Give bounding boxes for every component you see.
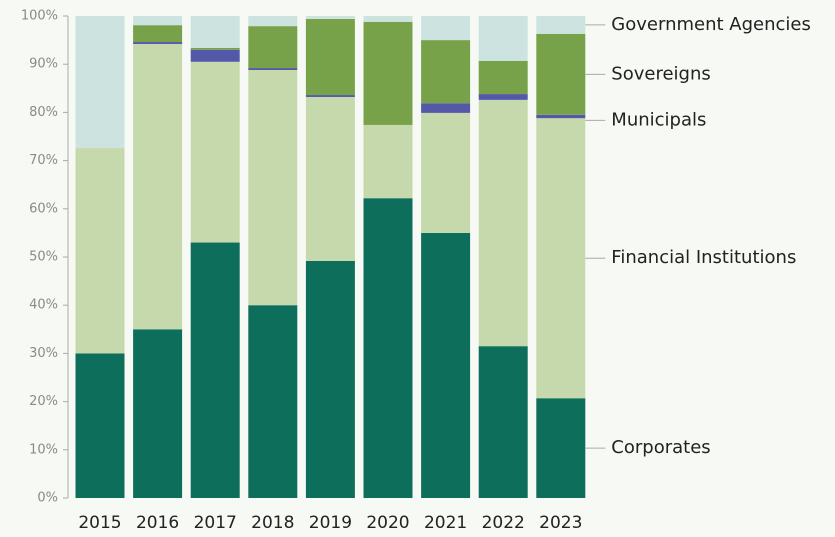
bar-segment xyxy=(133,25,183,43)
bar-segment xyxy=(248,305,298,498)
bar-segment xyxy=(133,43,183,330)
bar-segment xyxy=(363,21,413,125)
x-tick-label: 2020 xyxy=(366,513,409,533)
y-tick-label: 30% xyxy=(29,346,58,361)
y-tick-label: 0% xyxy=(37,491,58,506)
bar-segment xyxy=(305,96,355,261)
bar-segment xyxy=(536,398,586,498)
y-tick-label: 50% xyxy=(29,250,58,265)
legend-label: Municipals xyxy=(611,109,706,130)
x-tick-label: 2019 xyxy=(309,513,352,533)
y-tick-label: 60% xyxy=(29,201,58,216)
bar-segment xyxy=(478,99,528,347)
x-tick-label: 2022 xyxy=(482,513,525,533)
bar-segment xyxy=(478,16,528,61)
bar-segment xyxy=(363,124,413,199)
bar-segment xyxy=(536,118,586,399)
bar-segment xyxy=(248,68,298,70)
x-tick-label: 2015 xyxy=(78,513,121,533)
bar-segment xyxy=(190,16,240,48)
x-tick-label: 2021 xyxy=(424,513,467,533)
bar-segment xyxy=(248,26,298,69)
bar-segment xyxy=(190,47,240,50)
bar-segment xyxy=(421,16,471,41)
bar-segment xyxy=(133,42,183,44)
bar-segment xyxy=(536,16,586,34)
bar-segment xyxy=(421,112,471,233)
bar-segment xyxy=(248,69,298,306)
bar-segment xyxy=(305,16,355,19)
bar-segment xyxy=(190,242,240,498)
bar-segment xyxy=(75,16,125,149)
legend-label: Corporates xyxy=(611,437,710,458)
bar-segment xyxy=(305,95,355,97)
bar-segment xyxy=(133,16,183,26)
bar-segment xyxy=(133,329,183,498)
bar-segment xyxy=(421,232,471,498)
bar-segment xyxy=(478,94,528,100)
bar-segment xyxy=(536,114,586,119)
y-tick-label: 20% xyxy=(29,394,58,409)
legend-label: Government Agencies xyxy=(611,14,811,35)
y-tick-label: 70% xyxy=(29,153,58,168)
bar-segment xyxy=(190,49,240,62)
x-tick-label: 2016 xyxy=(136,513,179,533)
y-tick-label: 90% xyxy=(29,57,58,72)
bar-segment xyxy=(478,60,528,95)
bar-segment xyxy=(190,61,240,243)
bar-segment xyxy=(305,260,355,498)
legend-label: Sovereigns xyxy=(611,63,710,84)
x-tick-label: 2017 xyxy=(194,513,237,533)
bar-segment xyxy=(363,198,413,499)
bar-segment xyxy=(421,103,471,113)
bar-segment xyxy=(478,346,528,498)
legend-label: Financial Institutions xyxy=(611,247,796,268)
y-tick-label: 80% xyxy=(29,105,58,120)
y-tick-label: 10% xyxy=(29,442,58,457)
bar-segment xyxy=(75,148,125,354)
x-tick-label: 2023 xyxy=(539,513,582,533)
bar-segment xyxy=(248,16,298,27)
y-tick-label: 40% xyxy=(29,298,58,313)
bar-segment xyxy=(421,40,471,104)
x-tick-label: 2018 xyxy=(251,513,294,533)
y-tick-label: 100% xyxy=(21,9,58,24)
bar-segment xyxy=(363,16,413,22)
bar-segment xyxy=(305,18,355,96)
bar-segment xyxy=(75,353,125,498)
bar-segment xyxy=(536,33,586,115)
